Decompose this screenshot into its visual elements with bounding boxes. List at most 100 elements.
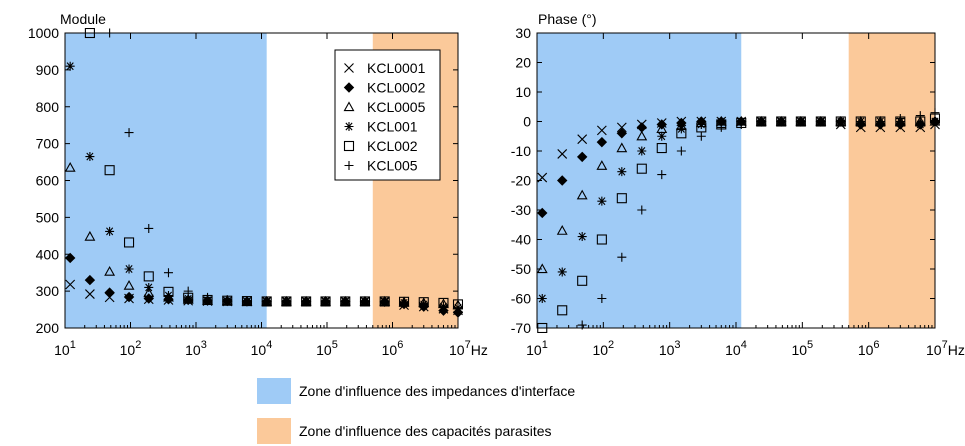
data-point-kcl002 — [596, 234, 607, 245]
y-tick-label: 800 — [36, 99, 60, 115]
data-point-kcl002 — [84, 28, 95, 39]
data-point-kcl001 — [144, 282, 154, 292]
legend-marker-kcl005 — [344, 161, 354, 170]
data-point-kcl002 — [143, 271, 154, 282]
y-tick-label: -50 — [511, 261, 531, 277]
x-tick-label: 104 — [725, 339, 747, 358]
zone-interface-swatch — [257, 378, 291, 404]
zone-interface-label: Zone d'influence des impedances d'interf… — [299, 383, 575, 399]
data-point-kcl002 — [616, 193, 627, 204]
data-point-kcl0001 — [616, 122, 627, 133]
y-tick-label: 500 — [36, 209, 60, 225]
data-point-kcl005 — [203, 292, 213, 302]
data-point-kcl001 — [557, 267, 567, 277]
data-point-kcl0001 — [596, 125, 607, 136]
y-tick-label: -20 — [511, 173, 531, 189]
x-tick-label: 103 — [659, 339, 681, 358]
module-chart: Module 200 300 400 500 600 700 800 900 1000 101 10… — [28, 11, 488, 358]
y-tick-label: 200 — [36, 320, 60, 336]
data-point-kcl005 — [637, 205, 647, 215]
x-tick-label: 101 — [526, 339, 548, 358]
data-point-kcl001 — [85, 152, 95, 162]
data-point-kcl001 — [696, 119, 706, 129]
legend-label: KCL005 — [367, 158, 418, 174]
data-point-kcl0005 — [636, 130, 648, 141]
x-tick-label: 104 — [251, 339, 273, 358]
shaded-zones — [537, 33, 935, 328]
data-point-kcl0005 — [536, 263, 548, 274]
legend-label: KCL0001 — [367, 60, 426, 76]
x-tick-label: 105 — [791, 339, 813, 358]
data-point-kcl005 — [124, 128, 134, 138]
data-point-kcl0002 — [576, 151, 588, 163]
data-point-kcl005 — [915, 111, 925, 121]
data-point-kcl0005 — [163, 291, 174, 302]
legend-label: KCL002 — [367, 138, 418, 154]
data-point-kcl005 — [617, 252, 627, 262]
x-tick-label: 106 — [858, 339, 880, 358]
data-point-kcl005 — [895, 114, 905, 124]
data-point-kcl005 — [262, 296, 272, 306]
data-point-kcl002 — [636, 163, 647, 174]
data-point-kcl002 — [123, 237, 135, 248]
y-tick-label: -40 — [511, 232, 531, 248]
data-point-kcl0002 — [596, 136, 608, 148]
legend-marker-kcl001 — [344, 122, 354, 131]
data-point-kcl0005 — [616, 142, 628, 153]
data-point-kcl002 — [163, 286, 174, 297]
legend-label: KCL0005 — [367, 99, 426, 115]
data-point-kcl005 — [453, 306, 463, 316]
data-point-kcl0002 — [537, 207, 548, 219]
x-tick-label: 105 — [316, 339, 338, 358]
data-point-kcl002 — [676, 128, 687, 139]
data-point-kcl005 — [321, 296, 331, 306]
x-tick-label: 102 — [592, 339, 614, 358]
data-point-kcl0002 — [84, 274, 96, 286]
data-point-kcl005 — [696, 131, 706, 141]
data-point-kcl001 — [65, 61, 75, 71]
data-point-kcl005 — [796, 117, 806, 126]
data-point-kcl0001 — [557, 149, 568, 159]
data-point-kcl0005 — [64, 161, 76, 172]
y-tick-label: 0 — [523, 114, 531, 130]
legend-marker-kcl002 — [343, 140, 355, 152]
data-point-kcl0005 — [556, 225, 568, 235]
y-tick-label: 900 — [36, 62, 60, 78]
data-point-kcl005 — [736, 119, 746, 129]
data-point-kcl0005 — [576, 189, 588, 200]
y-tick-label: 400 — [36, 246, 60, 262]
data-point-kcl001 — [577, 232, 587, 242]
data-point-kcl0001 — [85, 289, 95, 299]
data-point-kcl001 — [163, 291, 173, 301]
x-tick-label: 106 — [382, 339, 404, 358]
legend-marker-kcl0002 — [343, 82, 355, 93]
data-point-kcl005 — [242, 296, 252, 306]
data-point-kcl0005 — [596, 160, 608, 170]
data-point-kcl005 — [930, 108, 940, 118]
data-point-kcl005 — [856, 117, 866, 126]
data-point-kcl005 — [380, 296, 390, 306]
y-tick-label: 300 — [36, 283, 60, 299]
data-point-kcl005 — [222, 295, 232, 305]
x-tick-label: 107Hz — [449, 339, 488, 358]
data-point-kcl005 — [577, 320, 587, 330]
data-point-kcl0005 — [104, 265, 116, 276]
legend: KCL0001 KCL0002 KCL0005 KCL001 KCL002 KCL005 — [334, 49, 441, 181]
data-point-kcl002 — [104, 165, 115, 176]
x-tick-label: 101 — [54, 339, 76, 358]
data-point-kcl0001 — [65, 279, 76, 290]
zone-parasitic-label: Zone d'influence des capacités parasites — [299, 423, 552, 439]
phase-chart-title: Phase (°) — [538, 11, 597, 27]
axes: 200 300 400 500 600 700 800 900 1000 101 102 103 104… — [28, 25, 488, 358]
data-point-kcl005 — [301, 296, 311, 306]
data-point-kcl005 — [676, 146, 686, 156]
data-point-kcl005 — [597, 294, 607, 303]
module-chart-title: Module — [60, 11, 106, 27]
y-tick-label: 700 — [36, 136, 60, 152]
legend-label: KCL0002 — [367, 80, 426, 96]
zone-parasitic-swatch — [257, 418, 291, 444]
y-tick-label: 1000 — [28, 25, 59, 41]
phase-chart: Phase (°) -70 -60 -50 -40 -30 -20 -10 0 10 20 30 10… — [511, 11, 965, 358]
data-point-kcl005 — [657, 170, 667, 180]
